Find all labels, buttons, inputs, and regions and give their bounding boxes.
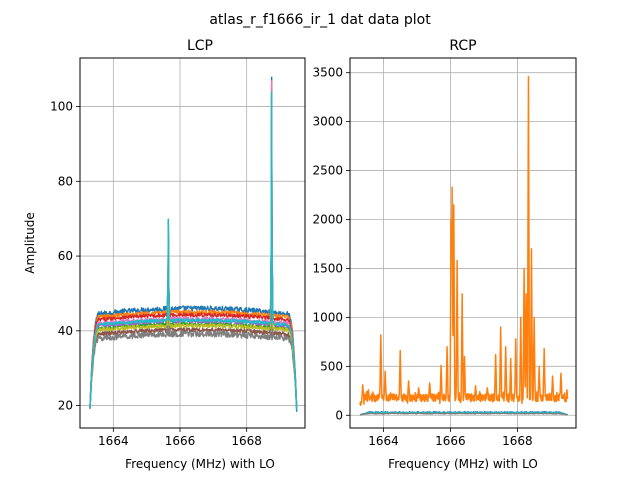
rcp-xlabel: Frequency (MHz) with LO xyxy=(388,457,538,471)
rcp-ytick-label: 3500 xyxy=(312,66,343,80)
lcp-ytick-label: 80 xyxy=(58,174,73,188)
lcp-series-line xyxy=(89,330,298,409)
rcp-main-series-line xyxy=(359,75,569,407)
rcp-title: RCP xyxy=(449,38,476,54)
lcp-series-line xyxy=(89,323,298,410)
rcp-flat-series-line xyxy=(359,412,568,416)
lcp-peak-1 xyxy=(166,218,171,321)
rcp-ytick-label: 0 xyxy=(335,408,343,422)
rcp-ytick-label: 1000 xyxy=(312,310,343,324)
lcp-ytick-label: 40 xyxy=(58,324,73,338)
figure-suptitle: atlas_r_f1666_ir_1 dat data plot xyxy=(209,12,431,28)
lcp-subplot: LCP Frequency (MHz) with LO Amplitude 16… xyxy=(23,38,306,471)
lcp-xtick-label: 1668 xyxy=(231,434,262,448)
rcp-grid xyxy=(350,58,576,428)
lcp-series-line xyxy=(89,327,298,409)
rcp-xtick-label: 1664 xyxy=(368,434,399,448)
rcp-xtick-label: 1666 xyxy=(435,434,466,448)
lcp-ytick-label: 20 xyxy=(58,399,73,413)
lcp-xtick-label: 1664 xyxy=(98,434,129,448)
lcp-series-line xyxy=(89,305,298,412)
lcp-ytick-label: 100 xyxy=(50,100,73,114)
lcp-xlabel: Frequency (MHz) with LO xyxy=(125,457,275,471)
lcp-series-line xyxy=(89,317,298,410)
lcp-peak-2 xyxy=(269,91,274,324)
rcp-axes-frame xyxy=(349,57,577,429)
lcp-xtick-label: 1666 xyxy=(165,434,196,448)
rcp-subplot: RCP Frequency (MHz) with LO 1664 1666 1668… xyxy=(312,38,577,471)
rcp-xtick-label: 1668 xyxy=(502,434,533,448)
lcp-plot-area xyxy=(89,76,298,412)
lcp-series-line xyxy=(89,312,298,409)
rcp-ytick-label: 1500 xyxy=(312,261,343,275)
lcp-ytick-label: 60 xyxy=(58,249,73,263)
rcp-ytick-label: 500 xyxy=(320,359,343,373)
rcp-plot-area xyxy=(359,75,569,416)
rcp-ytick-label: 2000 xyxy=(312,213,343,227)
rcp-ticks: 1664 1666 1668 0 500 1000 1500 2000 2500 3000 3500 xyxy=(312,66,532,448)
lcp-series-line xyxy=(89,309,298,409)
lcp-title: LCP xyxy=(187,38,213,54)
lcp-axes-frame xyxy=(79,57,306,429)
rcp-ytick-label: 3000 xyxy=(312,115,343,129)
lcp-ticks: 1664 1666 1668 20 40 60 80 100 xyxy=(50,100,262,448)
lcp-ylabel: Amplitude xyxy=(23,212,37,274)
rcp-ytick-label: 2500 xyxy=(312,164,343,178)
